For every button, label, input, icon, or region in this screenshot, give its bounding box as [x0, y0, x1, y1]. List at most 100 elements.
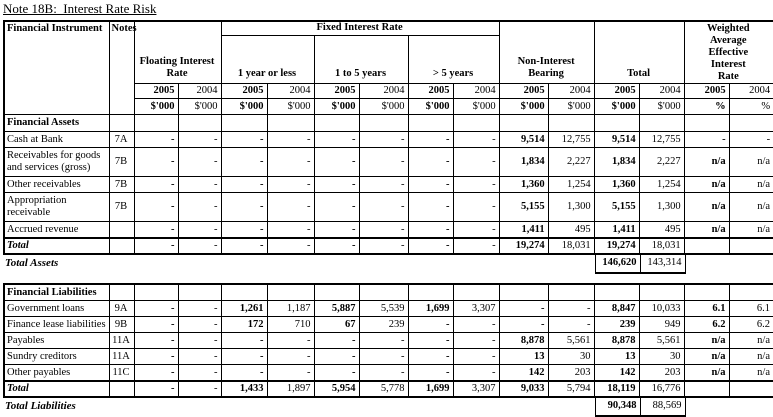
unit-cell: $'000	[133, 98, 179, 116]
year-cell: 2004	[638, 83, 685, 100]
cell: -	[177, 147, 222, 178]
cell: 1,699	[407, 300, 454, 318]
cell: 18,119	[593, 379, 640, 398]
cell: -	[220, 147, 268, 178]
cell: -	[407, 176, 454, 194]
row-label: Government loans	[3, 300, 110, 318]
note-cell: 7B	[108, 176, 135, 194]
cell: 1,411	[593, 221, 640, 239]
row-label: Sundry creditors	[3, 348, 110, 366]
header-floating-interest-rate: Floating Interest Rate	[133, 20, 222, 85]
year-cell: 2004	[547, 83, 595, 100]
cell: n/a	[683, 348, 730, 366]
cell: 1,254	[638, 176, 685, 194]
cell: 19,274	[498, 236, 549, 255]
unit-cell: $'000	[547, 98, 595, 116]
unit-cell: $'000	[498, 98, 549, 116]
note-cell: 7A	[108, 131, 135, 149]
grand-total-label: Total Liabilities	[5, 400, 76, 413]
cell: 710	[266, 316, 315, 334]
cell: -	[452, 316, 500, 334]
cell: n/a	[683, 332, 730, 350]
table-row: Sundry creditors 11A -- -- -- -- 13 30 13…	[3, 348, 773, 366]
header-total: Total	[593, 20, 685, 85]
cell: 5,539	[358, 300, 409, 318]
cell: -	[133, 147, 179, 178]
cell: -	[220, 192, 268, 223]
cell: -	[133, 131, 179, 149]
cell: -	[266, 236, 315, 255]
cell: -	[133, 176, 179, 194]
cell: -	[177, 300, 222, 318]
cell: 8,878	[498, 332, 549, 350]
cell: -	[266, 364, 315, 382]
unit-cell: $'000	[452, 98, 500, 116]
cell: -	[220, 332, 268, 350]
year-cell: 2005	[683, 83, 730, 100]
cell: 1,254	[547, 176, 595, 194]
year-cell: 2005	[133, 83, 179, 100]
unit-cell: $'000	[407, 98, 454, 116]
cell: 13	[498, 348, 549, 366]
cell: -	[452, 332, 500, 350]
year-cell: 2004	[452, 83, 500, 100]
cell: -	[407, 348, 454, 366]
cell: -	[133, 316, 179, 334]
header-row: Financial Instrument Notes Floating Inte…	[3, 20, 773, 116]
cell: 9,514	[498, 131, 549, 149]
cell: -	[266, 147, 315, 178]
cell: n/a	[683, 176, 730, 194]
cell: -	[266, 348, 315, 366]
cell: n/a	[728, 192, 773, 223]
cell: 30	[547, 348, 595, 366]
cell: -	[177, 236, 222, 255]
cell: -	[313, 147, 360, 178]
cell	[728, 236, 773, 255]
cell: -	[407, 192, 454, 223]
cell: -	[133, 332, 179, 350]
cell: 203	[547, 364, 595, 382]
header-financial-instrument: Financial Instrument	[3, 20, 110, 116]
cell: -	[358, 221, 409, 239]
cell: 5,778	[358, 379, 409, 398]
row-label: Payables	[3, 332, 110, 350]
section-label: Financial Liabilities	[3, 283, 110, 302]
cell: -	[266, 192, 315, 223]
cell: 9,514	[593, 131, 640, 149]
cell: n/a	[683, 147, 730, 178]
year-cell: 2004	[177, 83, 222, 100]
cell: 5,954	[313, 379, 360, 398]
year-cell: 2005	[407, 83, 454, 100]
cell: -	[133, 379, 179, 398]
header-1-year-or-less: 1 year or less	[220, 34, 315, 85]
cell: -	[177, 176, 222, 194]
cell: -	[407, 147, 454, 178]
cell: 6.2	[683, 316, 730, 334]
unit-cell: $'000	[177, 98, 222, 116]
table-row: Other payables 11C -- -- -- -- 142 203 14…	[3, 364, 773, 382]
cell: n/a	[683, 192, 730, 223]
grand-total-2005: 90,348	[594, 397, 641, 417]
cell: 12,755	[638, 131, 685, 149]
grand-total-2004: 143,314	[639, 254, 686, 274]
cell: -	[358, 192, 409, 223]
table-row: Cash at Bank 7A -- -- -- -- 9,514 12,755 …	[3, 131, 773, 149]
total-row: Total -- 1,433 1,897 5,954 5,778 1,699 3,30…	[3, 379, 773, 398]
year-cell: 2005	[313, 83, 360, 100]
cell: 172	[220, 316, 268, 334]
table-row: Finance lease liabilities 9B -- 172 710 6…	[3, 316, 773, 334]
cell: -	[683, 131, 730, 149]
liabilities-table: Financial Liabilities Government loans 9…	[3, 282, 773, 398]
cell	[683, 379, 730, 398]
cell: 12,755	[547, 131, 595, 149]
year-cell: 2005	[498, 83, 549, 100]
table-row: Other receivables 7B -- -- -- -- 1,360 1,…	[3, 176, 773, 194]
note-cell: 7B	[108, 147, 135, 178]
cell: -	[313, 332, 360, 350]
note-cell: 11A	[108, 332, 135, 350]
cell: 8,847	[593, 300, 640, 318]
header-row: 1 year or less 1 to 5 years > 5 years	[4, 34, 773, 85]
row-label: Cash at Bank	[3, 131, 110, 149]
section-label: Financial Assets	[3, 114, 110, 133]
cell: -	[133, 236, 179, 255]
